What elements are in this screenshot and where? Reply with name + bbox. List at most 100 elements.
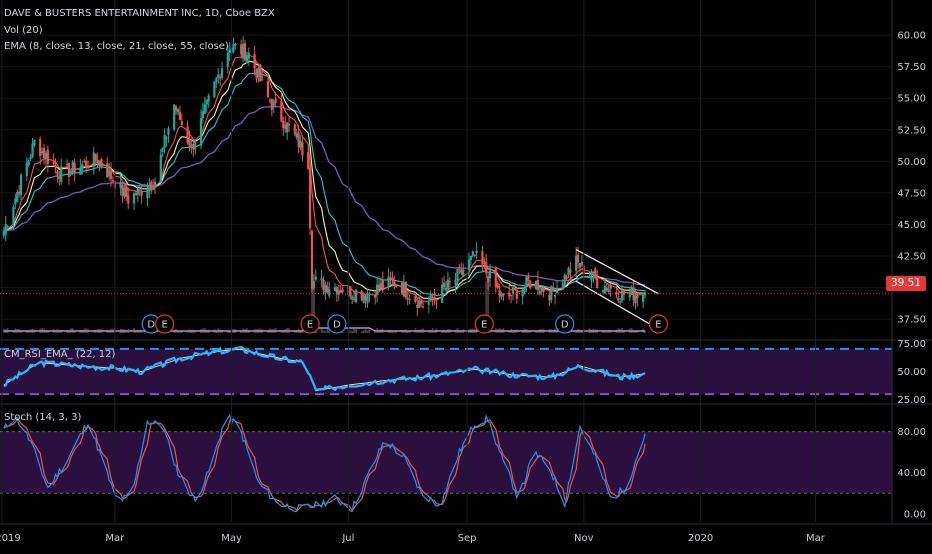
volume-legend: Vol (20) [4,25,43,36]
candle [109,170,113,179]
candle [201,111,205,119]
dividend-marker[interactable]: D [141,314,161,334]
rsi-pane[interactable]: 75.00 50.00 25.00 [0,339,932,406]
candle [642,295,645,302]
candle [580,262,584,265]
candle [134,193,138,196]
volume-bar [605,330,608,333]
last-price-label: 39.51 [886,276,926,291]
candle [421,306,425,308]
candle [60,166,63,182]
candle [176,108,180,113]
candle [515,289,518,299]
event-circle [474,314,494,334]
volume-bar [441,330,444,333]
candle [375,284,379,296]
volume-bar [485,281,488,333]
candle [194,141,197,150]
candle [92,152,95,167]
volume-bar [460,330,463,333]
candle [467,259,471,270]
candle [496,283,499,289]
candle [374,294,377,298]
candle [234,43,237,45]
candle [207,95,210,102]
candle [567,268,570,276]
candle [337,290,340,295]
candle [27,160,30,166]
candle [259,64,262,82]
candle [322,279,325,290]
candle [41,151,44,154]
candle [2,230,5,236]
candle [333,287,337,292]
candle [339,290,342,293]
candle [615,292,618,295]
candle [255,68,258,79]
event-circle [648,314,669,334]
candle [473,255,476,257]
candle [29,156,32,159]
candle [123,187,126,197]
candle [217,74,220,78]
earnings-marker[interactable]: E [300,314,320,334]
candle [314,276,317,280]
volume-bar [186,330,189,333]
candle [203,104,206,114]
price-tick-label: 52.50 [897,125,926,136]
earnings-marker[interactable]: E [155,314,175,334]
event-label: D [333,320,341,331]
candle [25,163,28,177]
candle [408,298,411,300]
candle [525,276,528,285]
stoch-band-fill [0,431,892,494]
candle [16,191,19,203]
volume-bar [341,330,344,333]
price-tick-label: 50.00 [897,157,926,168]
volume-bar [125,330,128,333]
volume-bar [280,330,283,333]
price-pane[interactable]: D E E D E D E60.0057.5055.0052.5050.0047.5045.… [0,31,926,334]
candle [159,154,162,183]
candle [588,276,591,278]
candle [326,286,329,293]
candle [136,188,139,195]
earnings-marker[interactable]: E [474,314,494,334]
candle [301,142,304,156]
candle [12,207,15,225]
candle [247,52,250,59]
ema-13-line [3,60,646,300]
candle [601,289,605,292]
candle [349,286,352,297]
candle [52,161,55,164]
candle [475,250,478,254]
candle [310,230,314,290]
candle [111,180,115,182]
candle [243,43,247,61]
dividend-marker[interactable]: D [327,314,347,334]
earnings-marker[interactable]: E [648,314,669,334]
candle [220,68,224,78]
candle [521,289,524,297]
volume-bar [353,328,356,333]
candle [389,277,392,280]
candle [487,276,490,282]
candle [167,128,170,135]
candle [121,184,124,196]
dividend-marker[interactable]: D [555,314,575,334]
stoch-pane[interactable]: 80.00 40.00 0.00 [0,403,932,520]
volume-bar [360,330,363,333]
candle [364,296,367,301]
candle [4,224,7,235]
candle [324,284,327,293]
time-tick-label: Sep [458,533,477,544]
candle [153,181,157,186]
candle [83,161,86,163]
ema-8-line [3,53,646,302]
event-circle [155,314,175,334]
candle [607,289,610,293]
candle [119,182,122,188]
event-label: E [161,320,167,331]
